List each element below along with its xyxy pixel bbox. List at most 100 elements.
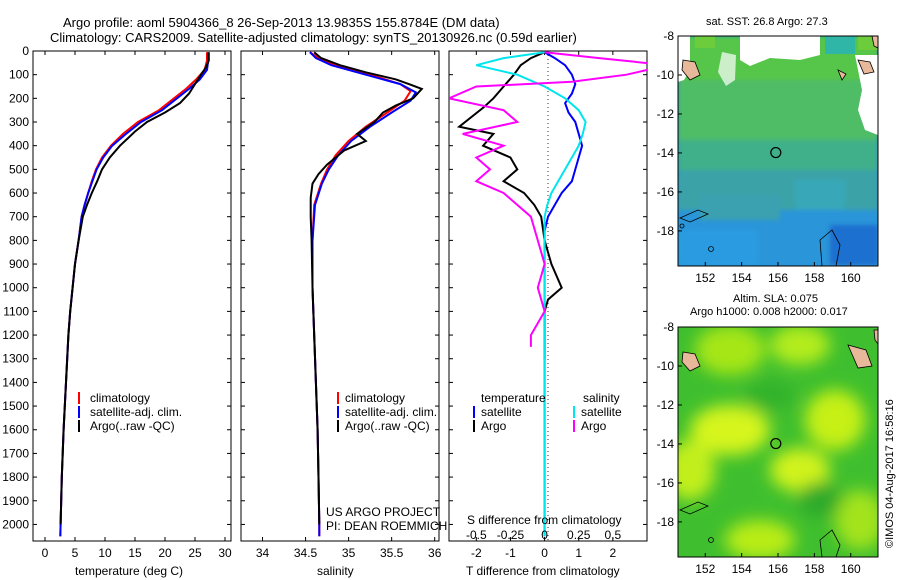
legend-satellite-label: satellite-adj. clim.: [90, 405, 182, 419]
s-xtick-label: 0.25: [567, 528, 591, 542]
sal-legend-argo-label: Argo(..raw -QC): [345, 419, 430, 433]
imos-watermark: ©IMOS 04-Aug-2017 16:58:16: [884, 399, 896, 548]
map-ytick-label: -18: [657, 515, 675, 529]
figure-title-line2: Climatology: CARS2009. Satellite-adjuste…: [50, 30, 577, 45]
xtick-label: 2: [610, 546, 617, 560]
xtick-label: 0: [541, 546, 548, 560]
map-xtick-label: 152: [695, 562, 715, 576]
ytick-label: 1500: [2, 399, 29, 413]
series-line-s-argo: [449, 51, 647, 347]
s-difference-label: S difference from climatology: [467, 513, 622, 527]
salinity-xlabel: salinity: [317, 564, 354, 578]
series-line-t-satellite: [543, 51, 584, 537]
figure-title-line1: Argo profile: aoml 5904366_8 26-Sep-2013…: [63, 15, 500, 30]
sst-map-title: sat. SST: 26.8 Argo: 27.3: [706, 16, 828, 28]
difference-legend: temperature salinity satellite Argo sate…: [473, 391, 622, 433]
sal-legend-satellite-label: satellite-adj. clim.: [345, 405, 437, 419]
temperature-legend: climatology satellite-adj. clim. Argo(..…: [78, 391, 182, 433]
map-ytick-label: -16: [657, 185, 675, 199]
map-ytick-label: -12: [657, 398, 675, 412]
difference-lines: [449, 51, 647, 537]
salinity-plot-frame: [240, 50, 440, 542]
map-ytick-label: -12: [657, 107, 675, 121]
ytick-label: 800: [9, 233, 29, 247]
ytick-label: 1100: [3, 304, 29, 318]
ytick-label: 1900: [2, 494, 29, 508]
xtick-label: 25: [188, 546, 202, 560]
xtick-label: 30: [218, 546, 232, 560]
ytick-label: 400: [9, 139, 29, 153]
temperature-xlabel: temperature (deg C): [75, 564, 183, 578]
xtick-label: 10: [98, 546, 112, 560]
ytick-label: 900: [9, 257, 29, 271]
map-ytick-label: -8: [663, 29, 674, 43]
ytick-label: 1200: [2, 328, 29, 342]
xtick-label: 34.5: [294, 546, 318, 560]
ytick-label: 2000: [2, 517, 29, 531]
legend-salinity-title: salinity: [583, 391, 620, 405]
depth-axis: 0 100 200 300 400 500 600 700 800 900 1000 1100 1200…: [2, 44, 647, 531]
xtick-label: -2: [471, 546, 482, 560]
sla-map-axes: 152 154 156 158 160 -8 -10 -12 -14 -16 -18: [657, 320, 861, 576]
temperature-lines: [59, 52, 210, 537]
series-line-s-satellite: [476, 51, 587, 537]
temperature-x-axis: 0 5 10 15 20 25 30: [42, 51, 232, 560]
ytick-label: 1700: [2, 446, 29, 460]
legend-t-satellite-label: satellite: [481, 405, 522, 419]
legend-climatology-label: climatology: [90, 391, 150, 405]
salinity-x-axis: 34 34.5 35 35.5 36: [256, 51, 442, 560]
xtick-label: 15: [128, 546, 142, 560]
ytick-label: 500: [9, 162, 29, 176]
map-ytick-label: -10: [657, 359, 675, 373]
salinity-lines: [309, 51, 424, 537]
sla-map-title-line2: Argo h1000: 0.008 h2000: 0.017: [690, 306, 848, 318]
xtick-label: 35: [342, 546, 356, 560]
ytick-label: 1600: [2, 423, 29, 437]
ytick-label: 700: [9, 210, 29, 224]
xtick-label: 5: [72, 546, 79, 560]
xtick-label: 34: [256, 546, 270, 560]
project-label: US ARGO PROJECT: [326, 505, 441, 519]
sla-map-title-line1: Altim. SLA: 0.075: [733, 293, 818, 305]
s-difference-ticks: -0.5 -0.25 0 0.25 0.5: [466, 528, 622, 542]
map-xtick-label: 152: [695, 271, 715, 285]
ytick-label: 1800: [2, 470, 29, 484]
map-xtick-label: 158: [804, 562, 824, 576]
sla-map: [678, 327, 878, 557]
legend-s-argo-label: Argo: [581, 419, 607, 433]
xtick-label: -1: [505, 546, 516, 560]
temperature-plot-frame: [32, 50, 232, 542]
series-line-climatology: [309, 51, 412, 537]
series-line-climatology: [59, 52, 208, 537]
map-xtick-label: 156: [768, 562, 788, 576]
pi-label: PI: DEAN ROEMMICH: [326, 519, 447, 533]
xtick-label: 20: [158, 546, 172, 560]
map-xtick-label: 160: [841, 562, 861, 576]
series-line-argo-raw-qc-: [309, 51, 424, 525]
ytick-label: 1300: [2, 352, 29, 366]
xtick-label: 1: [575, 546, 582, 560]
map-xtick-label: 154: [732, 271, 752, 285]
map-ytick-label: -14: [657, 437, 675, 451]
legend-s-satellite-label: satellite: [581, 405, 622, 419]
map-ytick-label: -18: [657, 224, 675, 238]
legend-argo-label: Argo(..raw -QC): [90, 419, 175, 433]
map-ytick-label: -10: [657, 68, 675, 82]
ytick-label: 600: [9, 186, 29, 200]
map-xtick-label: 158: [804, 271, 824, 285]
ytick-label: 200: [9, 91, 29, 105]
sst-argo-marker: [770, 146, 782, 159]
sst-map: [678, 36, 878, 266]
salinity-legend: climatology satellite-adj. clim. Argo(..…: [337, 391, 437, 433]
ytick-label: 300: [9, 115, 29, 129]
sla-argo-marker: [770, 437, 782, 450]
s-xtick-label: 0: [541, 528, 548, 542]
ytick-label: 100: [9, 68, 29, 82]
map-ytick-label: -14: [657, 146, 675, 160]
map-xtick-label: 160: [841, 271, 861, 285]
map-xtick-label: 154: [732, 562, 752, 576]
xtick-label: 0: [42, 546, 49, 560]
series-line-t-argo: [456, 51, 563, 359]
xtick-label: 35.5: [380, 546, 404, 560]
